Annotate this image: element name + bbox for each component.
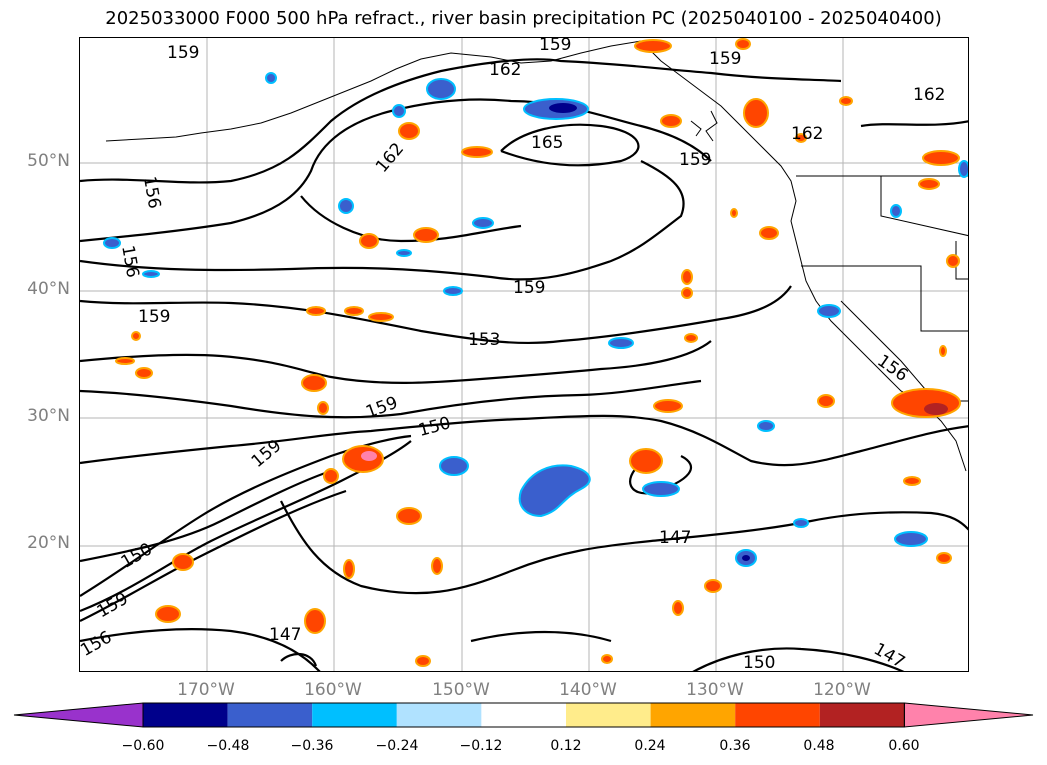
height-contours (80, 58, 968, 671)
colorbar-segment (650, 703, 736, 727)
contour-label: 147 (870, 639, 908, 672)
contour-label: 147 (269, 625, 301, 645)
colorbar-tick: 0.12 (550, 738, 582, 754)
colorbar-tick: 0.60 (888, 738, 920, 754)
lat-label-50n: 50°N (27, 151, 70, 171)
colorbar-tick: 0.24 (634, 738, 666, 754)
contour-label: 150 (416, 413, 453, 441)
colorbar-segments (13, 702, 1034, 728)
colorbar-extend-high (903, 702, 1034, 728)
contour-label: 159 (539, 38, 571, 55)
map-panel[interactable]: 159 162 159 159 162 165 159 162 162 156 … (79, 37, 969, 672)
contour-label: 159 (709, 49, 741, 69)
contour-label: 156 (139, 175, 164, 210)
lon-label-130w: 130°W (686, 680, 744, 700)
contour-label: 156 (80, 627, 115, 661)
lon-label-140w: 140°W (559, 680, 617, 700)
colorbar-tick: −0.12 (459, 738, 503, 754)
colorbar-extend-low (13, 702, 144, 728)
contour-label: 159 (94, 589, 132, 623)
contour-label: 159 (679, 150, 711, 170)
contour-label: 162 (791, 124, 823, 144)
map-canvas: 159 162 159 159 162 165 159 162 162 156 … (80, 38, 968, 672)
colorbar-segment (566, 703, 651, 727)
precip-shading (103, 38, 968, 667)
lat-label-40n: 40°N (27, 279, 70, 299)
colorbar-tick: 0.48 (803, 738, 835, 754)
contour-label: 162 (372, 139, 408, 177)
lon-label-160w: 160°W (304, 680, 362, 700)
map-title: 2025033000 F000 500 hPa refract., river … (105, 8, 942, 29)
colorbar-segment (227, 703, 313, 727)
colorbar-tick: −0.60 (121, 738, 165, 754)
contour-label: 159 (167, 43, 199, 63)
contour-label: 147 (659, 528, 691, 548)
colorbar-tick: −0.48 (206, 738, 250, 754)
lat-label-20n: 20°N (27, 533, 70, 553)
lon-label-170w: 170°W (177, 680, 235, 700)
lon-label-150w: 150°W (432, 680, 490, 700)
colorbar-tick: −0.36 (290, 738, 334, 754)
contour-label: 159 (513, 278, 545, 298)
colorbar-segment (735, 703, 820, 727)
colorbar-segment (481, 703, 566, 727)
contour-label: 153 (468, 330, 500, 350)
contour-label: 162 (489, 60, 521, 80)
lat-label-30n: 30°N (27, 406, 70, 426)
colorbar-segment (396, 703, 482, 727)
contour-label: 156 (117, 244, 142, 279)
colorbar-segment (143, 703, 228, 727)
contour-label: 159 (138, 307, 170, 327)
contour-label: 156 (873, 351, 911, 386)
colorbar-segment (312, 703, 397, 727)
colorbar (13, 702, 1034, 728)
colorbar-tick: 0.36 (719, 738, 751, 754)
contour-label: 165 (531, 133, 563, 153)
contour-label: 162 (913, 85, 945, 105)
lon-label-120w: 120°W (813, 680, 871, 700)
colorbar-frame (142, 702, 905, 728)
contour-label: 150 (743, 653, 775, 672)
colorbar-tick: −0.24 (375, 738, 419, 754)
colorbar-segment (819, 703, 905, 727)
